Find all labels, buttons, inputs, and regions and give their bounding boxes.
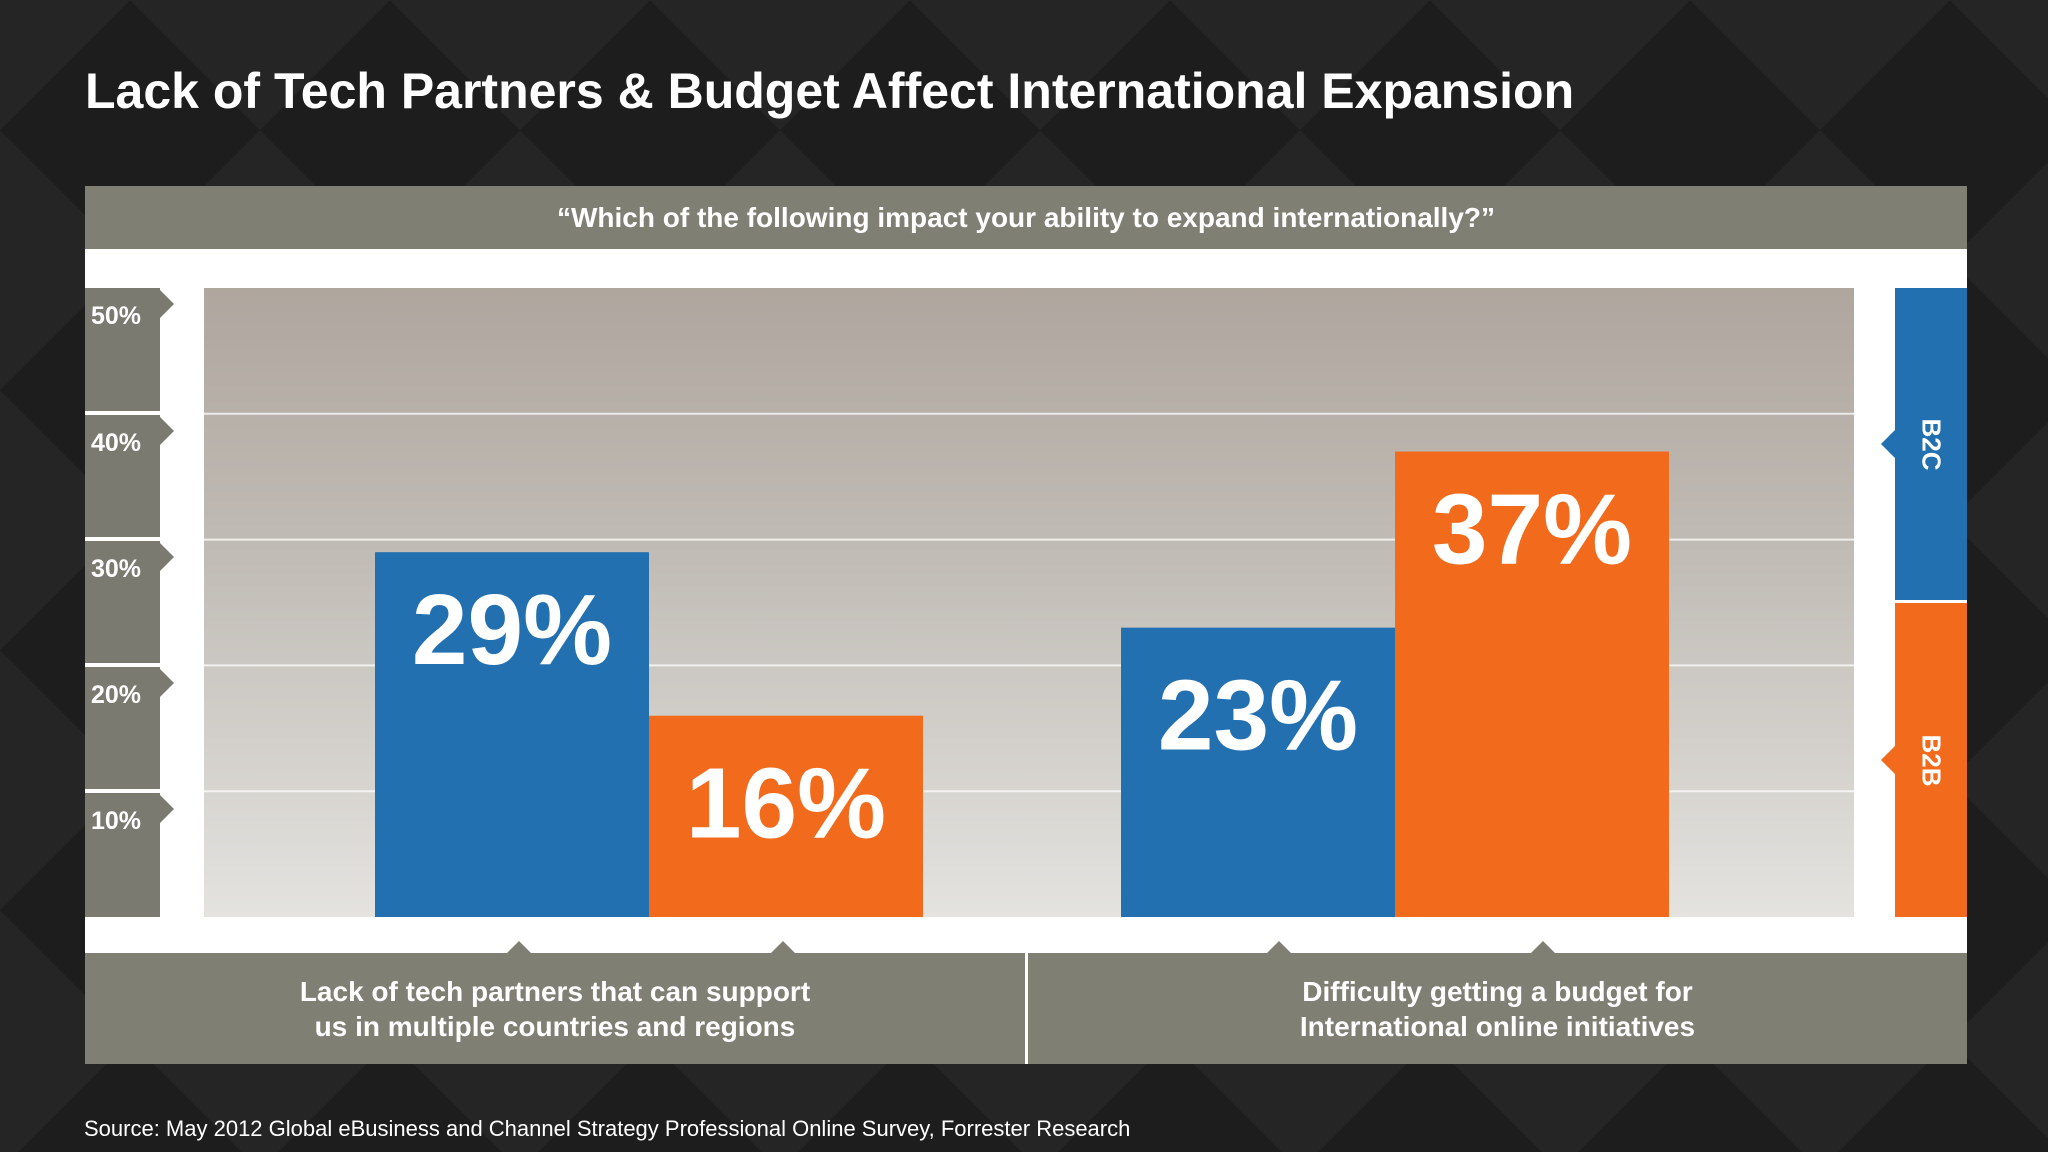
legend: B2C B2B — [1881, 288, 1967, 917]
category-divider — [1025, 953, 1028, 1064]
category-notch — [1529, 941, 1557, 955]
category-label-1: Lack of tech partners that can support u… — [85, 953, 1025, 1064]
bar-b2b-1 — [649, 715, 923, 917]
y-tick-40: 40% — [85, 415, 174, 537]
bar-chart: 29% 16% 23% 37% — [204, 412, 1854, 917]
y-tick-label: 40% — [91, 429, 142, 457]
bar-b2c-2 — [1121, 627, 1395, 917]
page-title: Lack of Tech Partners & Budget Affect In… — [85, 63, 1575, 119]
chart-panel: “Which of the following impact your abil… — [85, 186, 1967, 1064]
y-tick-label: 30% — [91, 555, 142, 583]
category-label-text: Difficulty getting a budget for Internat… — [1299, 975, 1696, 1042]
y-tick-20: 20% — [85, 667, 174, 789]
y-tick-label: 10% — [91, 807, 142, 835]
bar-b2c-1 — [375, 552, 649, 917]
data-label: 37% — [1432, 474, 1632, 586]
y-tick-label: 20% — [91, 681, 142, 709]
chart-question: “Which of the following impact your abil… — [85, 186, 1967, 249]
legend-item-b2c: B2C — [1881, 288, 1967, 600]
plot-area: 29% 16% 23% 37% — [204, 288, 1854, 917]
legend-item-b2b: B2B — [1881, 603, 1967, 917]
data-label: 23% — [1158, 660, 1358, 772]
y-axis: 50% 40% 30% 20% 10% — [85, 288, 174, 917]
legend-label-b2c: B2C — [1916, 417, 1947, 471]
category-notch — [769, 941, 797, 955]
y-tick-10: 10% — [85, 793, 174, 917]
bar-b2b-2 — [1395, 451, 1669, 917]
category-notch — [1265, 941, 1293, 955]
legend-label-b2b: B2B — [1916, 733, 1947, 787]
y-tick-30: 30% — [85, 541, 174, 663]
category-notch — [505, 941, 533, 955]
data-label: 16% — [686, 748, 886, 860]
category-label-text: Lack of tech partners that can support u… — [299, 975, 811, 1042]
y-tick-label: 50% — [91, 302, 142, 330]
y-tick-50: 50% — [85, 288, 174, 411]
data-label: 29% — [412, 574, 612, 686]
category-label-2: Difficulty getting a budget for Internat… — [1028, 953, 1967, 1064]
source-note: Source: May 2012 Global eBusiness and Ch… — [84, 1116, 1131, 1141]
